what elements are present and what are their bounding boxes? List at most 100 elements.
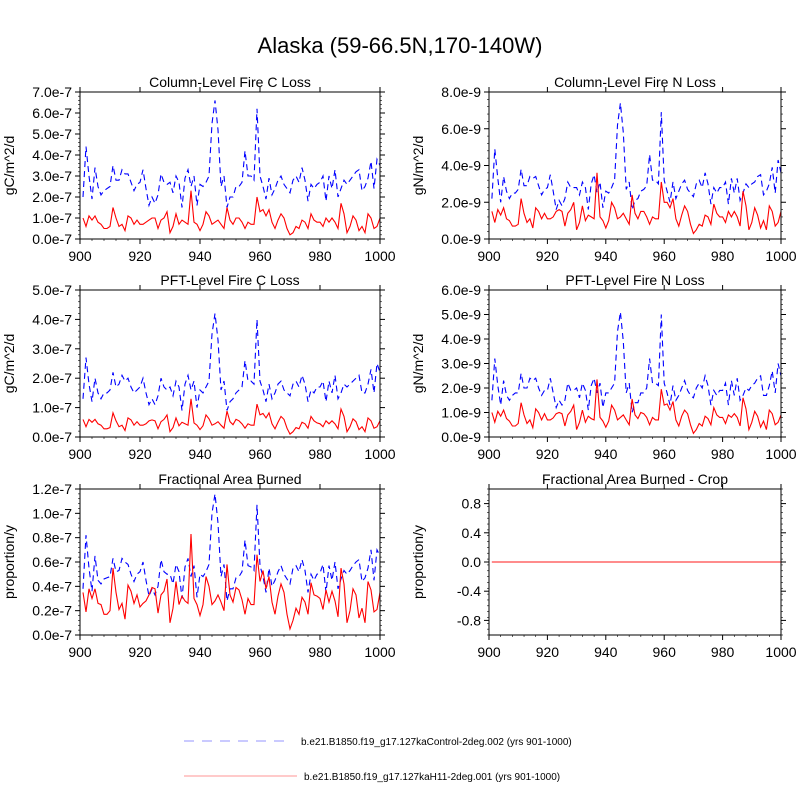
y-tick-label: -0.4 bbox=[457, 583, 481, 599]
y-tick-label: 2.0e-7 bbox=[32, 370, 72, 386]
x-tick-label: 900 bbox=[68, 644, 92, 660]
y-tick-label: 4.0e-7 bbox=[32, 311, 72, 327]
x-tick-label: 900 bbox=[477, 248, 501, 264]
x-tick-label: 900 bbox=[477, 644, 501, 660]
x-tick-label: 940 bbox=[188, 248, 212, 264]
x-tick-label: 960 bbox=[248, 446, 272, 462]
chart-panel-2: Column-Level Fire N Loss gN/m^2/d 900 920 94… bbox=[410, 74, 797, 264]
y-tick-label: 4.0e-7 bbox=[32, 147, 72, 163]
y-tick-label: 0.6e-7 bbox=[32, 554, 72, 570]
chart-legend: b.e21.B1850.f19_g17.127kaControl-2deg.00… bbox=[184, 737, 572, 783]
x-tick-label: 900 bbox=[68, 446, 92, 462]
panel-title: Fractional Area Burned - Crop bbox=[542, 471, 728, 487]
x-tick-label: 900 bbox=[477, 446, 501, 462]
series-control-line bbox=[82, 493, 380, 602]
y-tick-label: 0.0e-7 bbox=[32, 231, 72, 247]
x-tick-label: 960 bbox=[653, 446, 677, 462]
x-tick-label: 940 bbox=[594, 644, 618, 660]
y-tick-label: 3.0e-9 bbox=[441, 356, 481, 372]
panel-title: Column-Level Fire C Loss bbox=[149, 74, 311, 90]
y-tick-label: 1.2e-7 bbox=[32, 481, 72, 497]
panel-title: PFT-Level Fire N Loss bbox=[565, 272, 704, 288]
y-tick-label: 0.0e-7 bbox=[32, 429, 72, 445]
y-tick-label: 0.0e-7 bbox=[32, 627, 72, 643]
x-tick-label: 960 bbox=[248, 644, 272, 660]
x-tick-label: 940 bbox=[594, 446, 618, 462]
y-tick-label: 1.0e-7 bbox=[32, 400, 72, 416]
y-tick-label: 2.0e-9 bbox=[441, 194, 481, 210]
y-tick-label: 6.0e-7 bbox=[32, 105, 72, 121]
y-axis-label: gN/m^2/d bbox=[410, 334, 426, 393]
plot-frame bbox=[79, 91, 381, 240]
panel-title: PFT-Level Fire C Loss bbox=[160, 272, 299, 288]
y-tick-label: 0.8e-7 bbox=[32, 530, 72, 546]
x-tick-label: 920 bbox=[128, 248, 152, 264]
x-tick-label: 1000 bbox=[765, 248, 796, 264]
x-tick-label: 980 bbox=[308, 248, 332, 264]
x-tick-label: 980 bbox=[308, 446, 332, 462]
chart-panel-6: Fractional Area Burned - Crop proportion/… bbox=[410, 471, 797, 660]
y-tick-label: 4.0e-9 bbox=[441, 331, 481, 347]
y-tick-label: 0.2e-7 bbox=[32, 603, 72, 619]
x-tick-label: 980 bbox=[711, 644, 735, 660]
y-tick-label: 8.0e-9 bbox=[441, 84, 481, 100]
y-tick-label: 0.0e-9 bbox=[441, 429, 481, 445]
y-tick-label: 3.0e-7 bbox=[32, 168, 72, 184]
y-tick-label: 2.0e-9 bbox=[441, 380, 481, 396]
x-tick-label: 920 bbox=[536, 248, 560, 264]
x-tick-label: 1000 bbox=[364, 248, 395, 264]
x-tick-label: 940 bbox=[594, 248, 618, 264]
x-tick-label: 980 bbox=[711, 446, 735, 462]
y-tick-label: 1.0e-7 bbox=[32, 505, 72, 521]
y-tick-label: 0.0e-9 bbox=[441, 231, 481, 247]
x-tick-label: 920 bbox=[536, 446, 560, 462]
y-tick-label: 5.0e-7 bbox=[32, 126, 72, 142]
x-tick-label: 1000 bbox=[765, 644, 796, 660]
series-h11-line bbox=[491, 172, 781, 235]
y-tick-label: 0.8 bbox=[462, 496, 482, 512]
x-tick-label: 940 bbox=[188, 446, 212, 462]
y-tick-label: 2.0e-7 bbox=[32, 189, 72, 205]
x-tick-label: 980 bbox=[308, 644, 332, 660]
series-h11-line bbox=[82, 190, 380, 236]
series-h11-line bbox=[82, 398, 380, 435]
x-tick-label: 960 bbox=[248, 248, 272, 264]
y-tick-label: 7.0e-7 bbox=[32, 84, 72, 100]
series-control-line bbox=[491, 311, 781, 413]
y-tick-label: 5.0e-7 bbox=[32, 282, 72, 298]
chart-panel-1: Column-Level Fire C Loss gC/m^2/d 900 920 94… bbox=[1, 74, 396, 264]
series-control-line bbox=[491, 102, 781, 210]
y-axis-label: proportion/y bbox=[1, 525, 17, 599]
x-tick-label: 960 bbox=[653, 248, 677, 264]
x-tick-label: 940 bbox=[188, 644, 212, 660]
legend-control-label: b.e21.B1850.f19_g17.127kaControl-2deg.00… bbox=[301, 737, 572, 748]
series-h11-line bbox=[491, 379, 781, 435]
y-tick-label: 0.0 bbox=[462, 554, 482, 570]
y-tick-label: 6.0e-9 bbox=[441, 121, 481, 137]
x-tick-label: 920 bbox=[128, 446, 152, 462]
x-tick-label: 900 bbox=[68, 248, 92, 264]
chart-panel-4: PFT-Level Fire N Loss gN/m^2/d 900 920 940 96… bbox=[410, 272, 797, 462]
panel-title: Column-Level Fire N Loss bbox=[554, 74, 716, 90]
chart-panel-5: Fractional Area Burned proportion/y 900 920… bbox=[1, 471, 396, 660]
series-h11-line bbox=[82, 533, 380, 631]
chart-panel-3: PFT-Level Fire C Loss gC/m^2/d 900 920 940 96… bbox=[1, 272, 396, 462]
legend-h11-label: b.e21.B1850.f19_g17.127kaH11-2deg.001 (y… bbox=[304, 772, 560, 783]
y-tick-label: 6.0e-9 bbox=[441, 282, 481, 298]
series-control-line bbox=[82, 100, 380, 208]
y-axis-label: gN/m^2/d bbox=[410, 136, 426, 195]
y-tick-label: 3.0e-7 bbox=[32, 341, 72, 357]
y-tick-label: 0.4 bbox=[462, 525, 482, 541]
y-tick-label: 4.0e-9 bbox=[441, 158, 481, 174]
x-tick-label: 1000 bbox=[364, 644, 395, 660]
plot-frame bbox=[79, 289, 381, 438]
y-axis-label: proportion/y bbox=[410, 525, 426, 599]
y-tick-label: 0.4e-7 bbox=[32, 578, 72, 594]
series-control-line bbox=[82, 313, 380, 411]
x-tick-label: 980 bbox=[711, 248, 735, 264]
y-tick-label: -0.8 bbox=[457, 612, 481, 628]
y-tick-label: 5.0e-9 bbox=[441, 307, 481, 323]
y-tick-label: 1.0e-9 bbox=[441, 405, 481, 421]
y-tick-label: 1.0e-7 bbox=[32, 210, 72, 226]
